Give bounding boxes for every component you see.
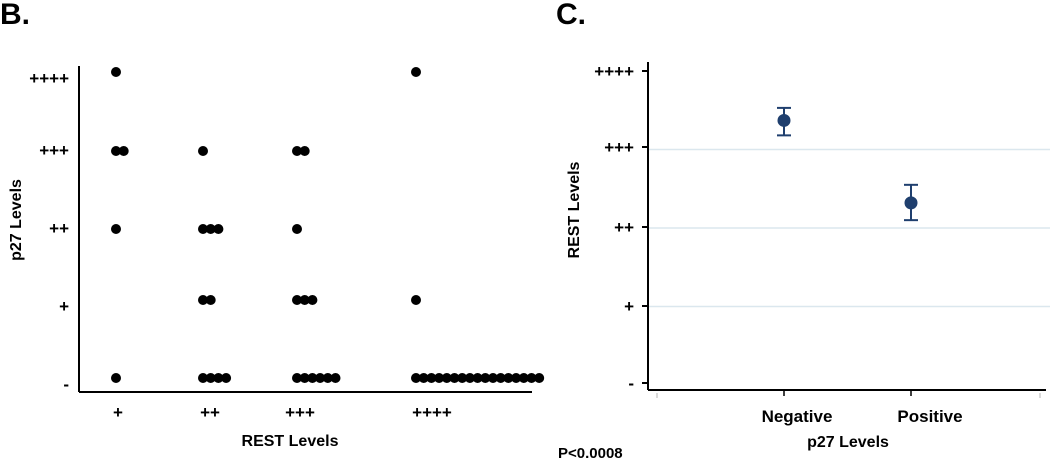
panel-b-data-point — [418, 373, 429, 383]
panel-b-data-point — [292, 295, 302, 305]
panel-c-y-tick-label: +++ — [604, 138, 634, 157]
panel-c-y-tick-label: ++ — [614, 218, 634, 237]
panel-b-data-point — [198, 146, 208, 156]
panel-c-y-tick-label: - — [628, 374, 634, 393]
panel-b-data-point — [299, 146, 310, 156]
panel-c-gridlines — [648, 148, 1050, 308]
panel-c-x-axis-title: p27 Levels — [807, 434, 889, 451]
panel-b-data-point — [503, 373, 514, 383]
panel-b-data-point — [307, 373, 318, 383]
panel-b: B. -++++++++++ + ++ +++ ++++ REST Levels p2… — [0, 0, 545, 450]
panel-b-x-tick-label: ++ — [200, 403, 220, 422]
panel-b-data-point — [198, 295, 208, 305]
panel-b-data-point — [441, 373, 452, 383]
panel-b-data-point — [449, 373, 460, 383]
panel-b-y-ticks: -++++++++++ — [29, 69, 69, 394]
panel-b-data-point — [299, 373, 310, 383]
panel-b-y-tick-label: +++ — [39, 141, 69, 160]
panel-b-data-point — [213, 373, 224, 383]
panel-b-data-point — [307, 295, 318, 305]
panel-b-data-point — [111, 146, 121, 156]
panel-b-data-point — [111, 224, 121, 234]
panel-c-x-tick-label: Positive — [897, 407, 962, 426]
panel-b-data-point — [198, 373, 208, 383]
panel-b-data-point — [330, 373, 341, 383]
panel-c-points — [777, 106, 918, 222]
panel-c-y-tick-label: ++++ — [594, 62, 634, 81]
panel-c-y-ticks: -++++++++++ — [594, 62, 648, 393]
panel-b-data-point — [472, 373, 483, 383]
panel-b-data-point — [411, 373, 421, 383]
panel-b-data-point — [426, 373, 437, 383]
panel-b-data-point — [457, 373, 468, 383]
p-value-annotation: P<0.0008 — [558, 445, 623, 461]
panel-b-y-tick-label: ++ — [49, 219, 69, 238]
panel-c-minor-ticks — [656, 393, 1041, 398]
panel-b-data-point — [198, 224, 208, 234]
panel-c-mean-point — [777, 113, 791, 127]
panel-b-data-point — [299, 295, 310, 305]
panel-b-data-point — [434, 373, 445, 383]
panel-b-data-point — [411, 67, 421, 77]
panel-b-data-point — [315, 373, 326, 383]
panel-b-points — [111, 67, 545, 383]
panel-b-x-tick-label: +++ — [285, 403, 315, 422]
panel-b-data-point — [480, 373, 491, 383]
panel-b-y-axis-title: p27 Levels — [8, 179, 25, 261]
panel-b-data-point — [221, 373, 232, 383]
panel-b-data-point — [534, 373, 545, 383]
panel-b-data-point — [526, 373, 537, 383]
panel-b-data-point — [518, 373, 529, 383]
panel-b-data-point — [111, 67, 121, 77]
panel-b-y-tick-label: - — [63, 375, 69, 394]
panel-b-data-point — [511, 373, 522, 383]
panel-c-mean-point — [904, 196, 918, 210]
panel-b-label: B. — [0, 0, 30, 31]
panel-b-data-point — [488, 373, 498, 383]
panel-c-y-tick-label: + — [624, 297, 634, 316]
panel-b-x-tick-label: ++++ — [412, 403, 452, 422]
panel-b-data-point — [495, 373, 506, 383]
panel-b-data-point — [118, 146, 129, 156]
panel-b-data-point — [111, 373, 121, 383]
panel-c-x-tick-label: Negative — [762, 407, 833, 426]
panel-b-x-tick-label: + — [113, 403, 123, 422]
panel-b-data-point — [205, 295, 216, 305]
panel-b-data-point — [464, 373, 475, 383]
panel-b-data-point — [411, 295, 421, 305]
panel-c-x-ticks: Negative Positive — [762, 390, 963, 426]
panel-b-data-point — [205, 373, 216, 383]
panel-b-data-point — [292, 224, 302, 234]
panel-b-y-tick-label: + — [59, 297, 69, 316]
panel-b-y-tick-label: ++++ — [29, 69, 69, 88]
panel-b-data-point — [322, 373, 333, 383]
panel-b-x-axis-title: REST Levels — [242, 433, 339, 450]
panel-c-label: C. — [556, 0, 586, 31]
panel-c: C. -++++++++++ Negative Positive p27 Leve… — [556, 0, 1050, 461]
panel-b-data-point — [292, 373, 302, 383]
panel-c-y-axis-title: REST Levels — [566, 161, 583, 258]
panel-b-x-ticks: + ++ +++ ++++ — [113, 403, 452, 422]
panel-b-data-point — [213, 224, 224, 234]
panel-b-data-point — [205, 224, 216, 234]
panel-b-data-point — [292, 146, 302, 156]
